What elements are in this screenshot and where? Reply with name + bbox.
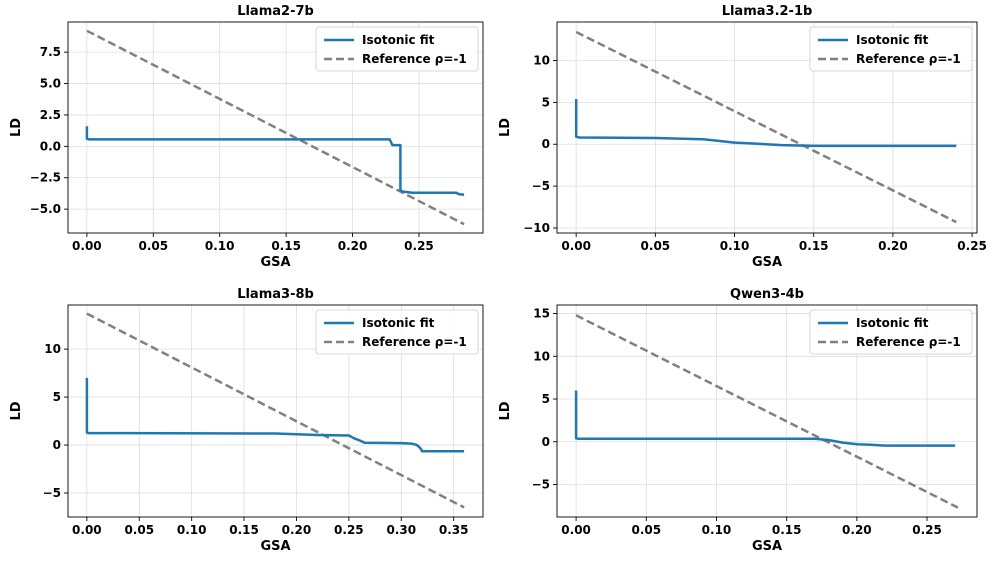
chart-title: Llama3.2-1b <box>722 4 813 19</box>
legend-box <box>809 309 973 355</box>
legend: Isotonic fit Reference ρ=-1 <box>809 309 973 355</box>
x-tick-label: 0.00 <box>561 523 591 537</box>
y-tick-label: 10 <box>533 54 550 68</box>
x-axis-label: GSA <box>752 255 782 270</box>
y-tick-label: 7.5 <box>40 45 61 59</box>
y-tick-label: 0.0 <box>40 139 61 153</box>
chart-panel-4: 0.00 0.05 0.10 0.15 0.20 0.25 −5 0 5 10 15 Qwen3-4b… <box>498 287 978 554</box>
y-tick-label: 2.5 <box>40 108 61 122</box>
x-tick-label: 0.00 <box>72 239 102 253</box>
legend: Isotonic fit Reference ρ=-1 <box>315 309 479 355</box>
plot-frame <box>556 304 978 518</box>
legend-fit-label: Isotonic fit <box>362 316 435 330</box>
x-tick-label: 0.30 <box>386 523 416 537</box>
chart-title: Llama2-7b <box>237 4 314 19</box>
y-axis-label: LD <box>9 118 24 137</box>
legend-reference-label: Reference ρ=-1 <box>362 335 467 349</box>
legend: Isotonic fit Reference ρ=-1 <box>809 26 973 72</box>
x-tick-label: 0.15 <box>271 239 301 253</box>
chart-title: Llama3-8b <box>237 287 314 302</box>
y-tick-label: 0 <box>542 137 550 151</box>
y-tick-label: 5 <box>542 95 550 109</box>
x-tick-label: 0.10 <box>177 523 207 537</box>
legend-fit-label: Isotonic fit <box>856 33 929 47</box>
x-tick-label: 0.15 <box>229 523 259 537</box>
y-tick-label: −5.0 <box>30 202 61 216</box>
x-tick-label: 0.05 <box>631 523 661 537</box>
y-axis-label: LD <box>9 401 24 420</box>
x-tick-label: 0.25 <box>957 239 987 253</box>
isotonic-fit-line <box>85 377 465 453</box>
x-tick-label: 0.10 <box>205 239 235 253</box>
x-axis-label: GSA <box>752 539 782 554</box>
x-tick-label: 0.20 <box>338 239 368 253</box>
legend-box <box>809 26 973 72</box>
reference-line <box>575 30 957 224</box>
isotonic-fit-line <box>574 99 957 148</box>
x-tick-label: 0.25 <box>404 239 434 253</box>
x-tick-label: 0.35 <box>439 523 469 537</box>
legend-reference-label: Reference ρ=-1 <box>362 52 467 66</box>
legend: Isotonic fit Reference ρ=-1 <box>315 26 479 72</box>
y-tick-label: −5 <box>43 486 61 500</box>
isotonic-fit-line <box>574 390 956 447</box>
y-axis-label: LD <box>498 401 513 420</box>
isotonic-fit-line <box>85 126 465 196</box>
x-tick-label: 0.10 <box>720 239 750 253</box>
legend-reference-label: Reference ρ=-1 <box>856 52 961 66</box>
y-axis-label: LD <box>498 118 513 137</box>
chart-panel-3: 0.00 0.05 0.10 0.15 0.20 0.25 0.30 0.35 −5 0 5 10 Ll… <box>9 287 484 554</box>
x-axis-label: GSA <box>260 539 290 554</box>
reference-line <box>86 312 465 509</box>
legend-fit-label: Isotonic fit <box>362 33 435 47</box>
y-tick-label: −5 <box>532 478 550 492</box>
y-tick-label: 5 <box>542 392 550 406</box>
y-tick-label: −2.5 <box>30 171 61 185</box>
legend-box <box>315 26 479 72</box>
y-tick-label: 5 <box>53 390 61 404</box>
x-tick-label: 0.00 <box>561 239 591 253</box>
x-tick-label: 0.15 <box>799 239 829 253</box>
legend-reference-label: Reference ρ=-1 <box>856 335 961 349</box>
y-tick-label: 10 <box>533 349 550 363</box>
x-tick-label: 0.00 <box>72 523 102 537</box>
y-tick-label: 15 <box>533 307 550 321</box>
x-tick-label: 0.20 <box>878 239 908 253</box>
legend-box <box>315 309 479 355</box>
x-tick-label: 0.05 <box>124 523 154 537</box>
chart-panel-2: 0.00 0.05 0.10 0.15 0.20 0.25 −10 −5 0 5 10 Llama3.… <box>498 4 987 270</box>
x-tick-label: 0.20 <box>282 523 312 537</box>
legend-fit-label: Isotonic fit <box>856 316 929 330</box>
x-tick-label: 0.15 <box>772 523 802 537</box>
chart-title: Qwen3-4b <box>730 287 804 302</box>
y-tick-label: −5 <box>532 179 550 193</box>
x-tick-label: 0.25 <box>912 523 942 537</box>
x-tick-label: 0.20 <box>842 523 872 537</box>
y-tick-label: 0 <box>542 435 550 449</box>
x-tick-label: 0.25 <box>334 523 364 537</box>
x-tick-label: 0.10 <box>702 523 732 537</box>
x-axis-label: GSA <box>260 255 290 270</box>
chart-panel-1: 0.00 0.05 0.10 0.15 0.20 0.25 −5.0 −2.5 0.0 2.5 5.… <box>9 4 484 270</box>
plot-frame <box>67 21 484 234</box>
y-tick-label: −10 <box>523 221 550 235</box>
plot-frame <box>556 21 978 234</box>
x-tick-label: 0.05 <box>138 239 168 253</box>
x-tick-label: 0.05 <box>641 239 671 253</box>
y-tick-label: 0 <box>53 438 61 452</box>
y-tick-label: 10 <box>44 342 61 356</box>
y-tick-label: 5.0 <box>40 77 61 91</box>
plot-frame <box>67 304 484 518</box>
